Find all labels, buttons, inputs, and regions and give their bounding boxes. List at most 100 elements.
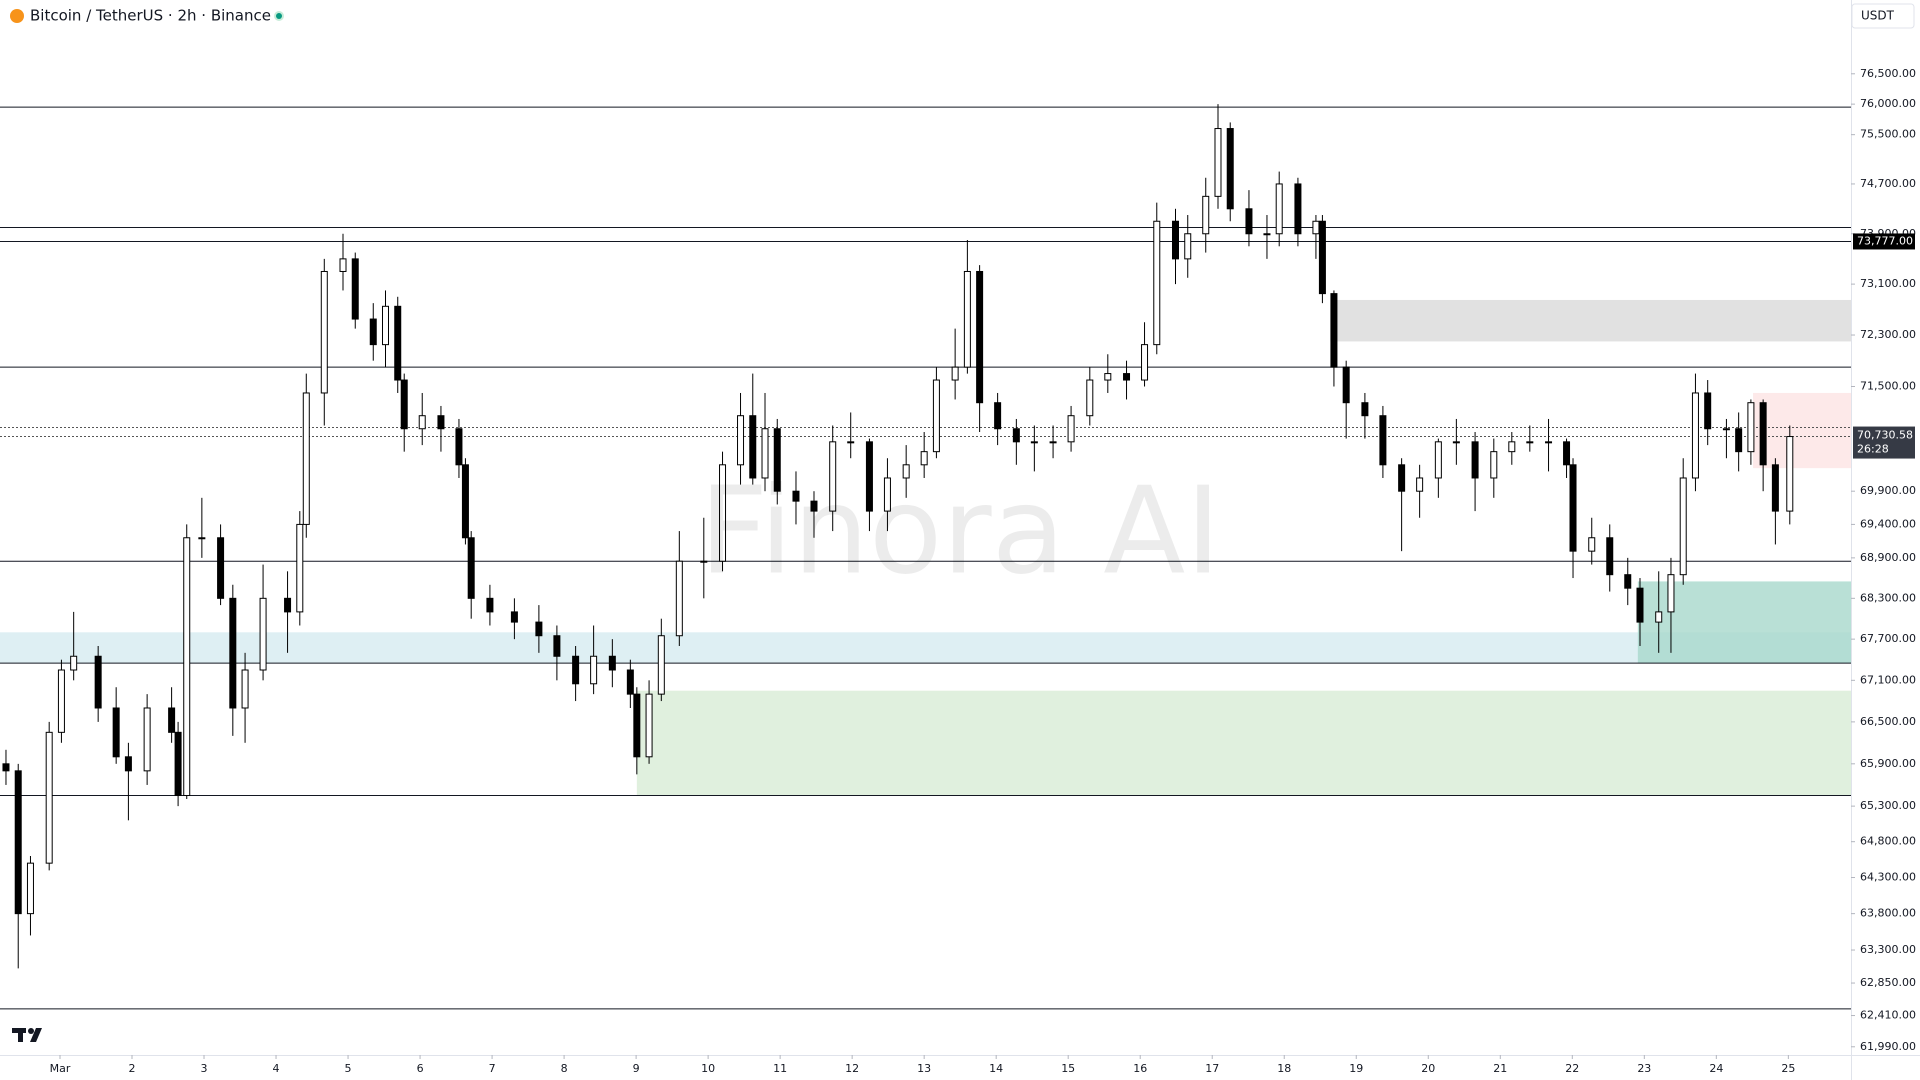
candle [1202,177,1210,253]
candle [1691,373,1699,492]
zone [1753,392,1851,469]
x-tick-label: 18 [1277,1062,1291,1075]
candle [400,373,408,452]
candle-body [2,763,10,772]
x-tick-label: 12 [845,1062,859,1075]
candle-body [1398,464,1406,492]
candle [183,524,191,800]
marked-price-box [1853,233,1915,250]
candle [1263,215,1271,259]
currency[interactable]: USDT [1861,9,1895,23]
candle [112,687,120,764]
x-tick-label: Mar [50,1062,71,1075]
candle [883,458,891,532]
candle [1569,458,1577,579]
candle-body [1275,183,1283,235]
zone [1330,299,1851,342]
candle-body [217,537,225,599]
candle [1545,418,1553,472]
candle [633,687,641,775]
x-tick-label: 15 [1061,1062,1075,1075]
candle [535,605,543,653]
candle [1123,360,1131,400]
candle-body [70,655,78,671]
candle [510,598,518,640]
x-tick-label: 19 [1349,1062,1363,1075]
candle-body [994,402,1002,430]
candle-body [241,669,249,709]
status-dot [276,13,282,19]
candle-body [1563,441,1571,466]
y-tick-label: 65,900.00 [1860,757,1916,770]
candle [1490,438,1498,498]
candle-body [749,415,757,479]
candle-body [951,366,959,381]
candle [1104,354,1112,393]
candle [553,625,561,681]
candle-body [1526,441,1534,444]
plot [0,104,1851,1010]
candle-body [773,428,781,492]
candle-body [902,464,910,479]
candle [1759,399,1767,492]
candle [320,258,328,426]
candle [1049,425,1057,459]
candle-body [1452,441,1460,444]
candle [1563,438,1571,478]
candle [1379,405,1387,478]
candle [351,252,359,329]
candle-body [339,258,347,272]
y-tick-label: 68,900.00 [1860,551,1916,564]
candle-body [1330,293,1338,368]
candle [761,392,769,492]
zone [0,632,1851,664]
y-tick-label: 67,100.00 [1860,673,1916,686]
y-tick-label: 63,800.00 [1860,907,1916,920]
candle-body [633,693,641,758]
candle [951,328,959,400]
candle-body [486,597,494,613]
x-tick-label: 21 [1493,1062,1507,1075]
candle [1245,190,1253,247]
y-tick-label: 76,500.00 [1860,67,1916,80]
candle-body [467,537,475,599]
candle [1226,122,1234,222]
candle-body [296,523,304,613]
candle-body [1735,428,1743,453]
y-tick-label: 75,500.00 [1860,128,1916,141]
x-tick-label: 16 [1133,1062,1147,1075]
candle [1471,432,1479,512]
candle [1624,557,1632,606]
x-tick-label: 24 [1709,1062,1723,1075]
x-tick-label: 9 [633,1062,640,1075]
candle [486,584,494,626]
candle-body [792,490,800,502]
last-price-label: 70,730.58 [1857,429,1913,442]
tv-logo [12,1028,42,1042]
candle [461,458,469,545]
candle-body [1569,464,1577,552]
candle [590,625,598,695]
candle-body [1245,208,1253,235]
candle-body [259,597,267,671]
candle-body [1679,477,1687,576]
y-tick-label: 65,300.00 [1860,799,1916,812]
candle [932,367,940,459]
candle-body [1123,373,1131,381]
y-tick-label: 61,990.00 [1860,1040,1916,1053]
candle-body [1012,428,1020,443]
candle [608,639,616,688]
candle [719,451,727,572]
candle-body [112,707,120,758]
candle-body [1691,392,1699,479]
candle [675,531,683,646]
candle [994,392,1002,446]
x-tick-label: 3 [201,1062,208,1075]
candle-body [455,428,463,466]
candle-body [963,270,971,368]
candle [920,432,928,478]
candle-body [418,415,426,430]
candle [1184,215,1192,278]
